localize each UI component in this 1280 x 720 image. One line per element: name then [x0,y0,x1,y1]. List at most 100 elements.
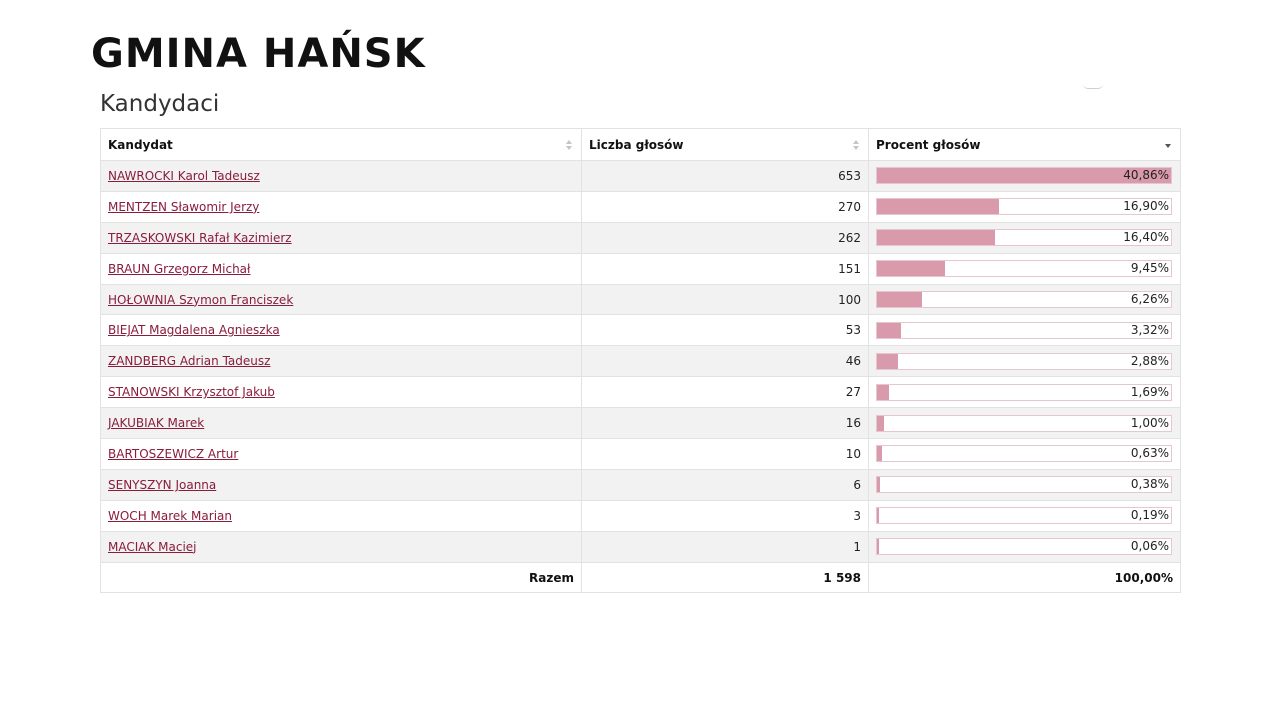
table-row: BIEJAT Magdalena Agnieszka 53 3,32% [100,314,1181,347]
percent-cell: 2,88% [868,345,1181,378]
votes-cell: 27 [581,376,869,409]
votes-cell: 270 [581,190,869,223]
table-row: SENYSZYN Joanna 6 0,38% [100,468,1181,501]
percent-bar-fill [877,539,879,555]
percent-bar-fill [877,446,882,462]
percent-bar: 9,45% [876,260,1172,278]
total-row: Razem 1 598 100,00% [100,561,1181,594]
votes-cell: 151 [581,252,869,285]
table-row: HOŁOWNIA Szymon Franciszek 100 6,26% [100,283,1181,316]
candidate-link[interactable]: SENYSZYN Joanna [108,477,217,492]
column-header-votes[interactable]: Liczba głosów [581,128,869,161]
candidate-cell: BIEJAT Magdalena Agnieszka [100,314,582,347]
percent-bar-fill [877,168,1171,184]
votes-cell: 10 [581,438,869,470]
percent-bar: 1,69% [876,383,1172,401]
votes-cell: 16 [581,407,869,440]
total-percent: 100,00% [868,561,1181,594]
percent-label: 2,88% [1130,353,1169,368]
candidate-cell: STANOWSKI Krzysztof Jakub [100,376,582,409]
sort-icon[interactable] [853,140,859,150]
percent-bar-fill [877,384,890,400]
table-row: JAKUBIAK Marek 16 1,00% [100,407,1181,440]
percent-cell: 0,38% [868,468,1181,501]
percent-cell: 16,90% [868,190,1181,223]
candidate-link[interactable]: JAKUBIAK Marek [108,416,205,431]
candidate-cell: NAWROCKI Karol Tadeusz [100,160,582,192]
percent-cell: 9,45% [868,252,1181,285]
page-title: GMINA HAŃSK [91,31,426,77]
candidate-cell: WOCH Marek Marian [100,499,582,532]
candidate-link[interactable]: STANOWSKI Krzysztof Jakub [108,385,275,400]
votes-cell: 262 [581,221,869,254]
total-label: Razem [100,561,582,594]
column-header-percent[interactable]: Procent głosów [868,128,1181,161]
percent-label: 0,63% [1130,446,1169,461]
candidate-link[interactable]: TRZASKOWSKI Rafał Kazimierz [108,230,292,245]
candidate-cell: BARTOSZEWICZ Artur [100,438,582,470]
candidate-link[interactable]: BIEJAT Magdalena Agnieszka [108,323,280,338]
percent-bar: 6,26% [876,291,1172,308]
percent-bar: 16,40% [876,229,1172,247]
section-title: Kandydaci [100,91,220,117]
percent-bar: 2,88% [876,352,1172,370]
percent-label: 0,19% [1130,508,1169,523]
percent-label: 16,90% [1123,199,1169,214]
percent-cell: 40,86% [868,160,1181,192]
sort-icon[interactable] [566,140,572,150]
percent-bar: 0,06% [876,538,1172,556]
candidate-link[interactable]: MACIAK Maciej [108,539,197,554]
percent-bar-fill [877,415,885,431]
candidate-link[interactable]: MENTZEN Sławomir Jerzy [108,199,260,214]
percent-label: 40,86% [1123,168,1169,183]
percent-bar: 0,63% [876,445,1172,463]
percent-cell: 0,06% [868,530,1181,563]
candidate-cell: JAKUBIAK Marek [100,407,582,440]
votes-cell: 46 [581,345,869,378]
column-header-label: Liczba głosów [589,137,684,152]
total-votes: 1 598 [581,561,869,594]
candidate-link[interactable]: ZANDBERG Adrian Tadeusz [108,354,271,369]
table-row: BRAUN Grzegorz Michał 151 9,45% [100,252,1181,285]
percent-bar-fill [877,477,880,493]
percent-bar: 0,19% [876,507,1172,525]
votes-cell: 100 [581,283,869,316]
percent-bar-fill [877,199,999,215]
percent-bar-fill [877,353,898,369]
sort-descending-icon[interactable] [1165,140,1171,150]
percent-bar: 3,32% [876,321,1172,339]
votes-cell: 1 [581,530,869,563]
percent-bar-fill [877,292,923,307]
percent-label: 6,26% [1130,292,1169,306]
percent-bar-fill [877,322,901,338]
candidate-cell: ZANDBERG Adrian Tadeusz [100,345,582,378]
candidate-cell: MENTZEN Sławomir Jerzy [100,190,582,223]
candidate-cell: BRAUN Grzegorz Michał [100,252,582,285]
percent-cell: 16,40% [868,221,1181,254]
table-row: ZANDBERG Adrian Tadeusz 46 2,88% [100,345,1181,378]
percent-bar: 1,00% [876,414,1172,432]
column-header-label: Procent głosów [876,137,981,152]
table-row: WOCH Marek Marian 3 0,19% [100,499,1181,532]
percent-cell: 1,00% [868,407,1181,440]
votes-cell: 6 [581,468,869,501]
column-header-candidate[interactable]: Kandydat [100,128,582,161]
column-header-label: Kandydat [108,137,173,152]
percent-cell: 0,63% [868,438,1181,470]
percent-bar-fill [877,261,945,277]
percent-cell: 0,19% [868,499,1181,532]
votes-cell: 3 [581,499,869,532]
candidate-link[interactable]: BARTOSZEWICZ Artur [108,446,239,461]
table-row: BARTOSZEWICZ Artur 10 0,63% [100,438,1181,470]
candidate-link[interactable]: WOCH Marek Marian [108,508,232,523]
candidate-link[interactable]: HOŁOWNIA Szymon Franciszek [108,292,294,307]
percent-bar: 16,90% [876,198,1172,216]
decorative-mark [1083,84,1103,89]
table-header-row: Kandydat Liczba głosów Procent głosów [100,128,1181,161]
percent-cell: 3,32% [868,314,1181,347]
candidate-link[interactable]: NAWROCKI Karol Tadeusz [108,168,260,183]
candidate-link[interactable]: BRAUN Grzegorz Michał [108,261,251,276]
percent-bar: 40,86% [876,167,1172,185]
votes-cell: 53 [581,314,869,347]
table-row: MACIAK Maciej 1 0,06% [100,530,1181,563]
